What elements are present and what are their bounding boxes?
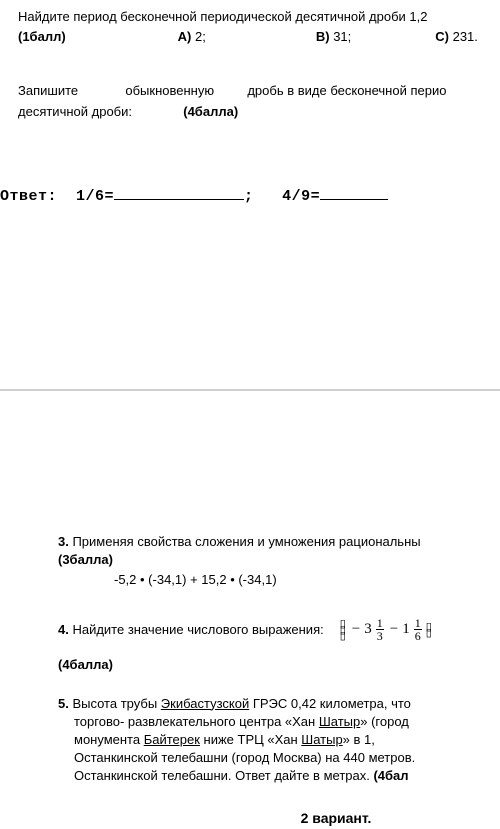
whole-2: 1 [402,619,410,640]
answer-blank-1 [114,185,244,200]
q1-option-b: В) 31; [316,28,351,46]
q4-line: 4. Найдите значение числового выражения:… [58,617,494,642]
q1-answers-row: (1балл) А) 2; В) 31; С) 231. [18,28,494,46]
q5-t2b: » (город [360,714,409,729]
question-1: Найдите период бесконечной периодической… [0,8,500,46]
q5-line4: Останкинской телебашни (город Москва) на… [58,749,494,767]
whole-1: 3 [364,619,372,640]
q2-w2: обыкновенную [125,83,214,98]
answer-blank-2 [320,185,388,200]
q3-num: 3. [58,534,69,549]
q1-optA-label: А) [178,29,192,44]
q3-text: Применяя свойства сложения и умножения р… [69,534,421,549]
q5-line2: торгово- развлекательного центра «Хан Ша… [58,713,494,731]
q2-line1: Запишите обыкновенную дробь в виде беско… [18,82,494,100]
mixed-fraction-1: 3 1 3 [364,617,386,642]
num-1: 1 [376,617,384,629]
question-5: 5. Высота трубы Экибастузской ГРЭС 0,42 … [58,695,494,786]
document-page: Найдите период бесконечной периодической… [0,0,500,829]
q1-optC-label: С) [435,29,449,44]
q3-expression: -5,2 • (-34,1) + 15,2 • (-34,1) [58,571,494,589]
q5-u1: Экибастузской [161,696,249,711]
q5-line5: Останкинской телебашни. Ответ дайте в ме… [58,767,494,785]
bracket-icon: ▯▯▯ [340,621,346,639]
q3-line: 3. Применяя свойства сложения и умножени… [58,533,494,551]
q5-t2a: торгово- развлекательного центра «Хан [74,714,319,729]
q1-optA-val: 2; [191,29,205,44]
q4-points: (4балла) [58,656,494,674]
question-3: 3. Применяя свойства сложения и умножени… [58,533,494,590]
q1-option-c: С) 231. [435,28,478,46]
bracket-icon: ▯▯ [426,624,432,636]
q1-optC-val: 231. [449,29,478,44]
q5-t3b: ниже ТРЦ «Хан [200,732,301,747]
q1-optB-label: В) [316,29,330,44]
lower-section: 3. Применяя свойства сложения и умножени… [0,533,500,829]
q5-line3: монумента Байтерек ниже ТРЦ «Хан Шатыр» … [58,731,494,749]
q1-prompt: Найдите период бесконечной периодической… [18,8,494,26]
variant-label: 2 вариант. [58,809,494,829]
q5-t5a: Останкинской телебашни. Ответ дайте в ме… [74,768,373,783]
fraction-2: 1 6 [414,617,422,642]
answer-sep: ; [244,188,254,205]
fraction-1: 1 3 [376,617,384,642]
question-2: Запишите обыкновенную дробь в виде беско… [0,46,500,120]
q2-line2: десятичной дроби: (4балла) [18,103,494,121]
q1-optB-val: 31; [330,29,352,44]
page-divider [0,389,500,391]
q5-num: 5. [58,696,69,711]
q5-t1a: Высота трубы [69,696,161,711]
q5-t3a: монумента [74,732,144,747]
q4-text: Найдите значение числового выражения: [69,622,324,637]
q5-t1b: ГРЭС 0,42 километра, что [249,696,411,711]
q1-option-a: А) 2; [178,28,206,46]
q4-expression: ▯▯▯ − 3 1 3 − 1 1 6 [338,617,434,642]
q3-points: (3балла) [58,551,494,569]
answer-row: Ответ: 1/6=; 4/9= [0,121,500,207]
den-1: 3 [376,629,384,642]
q5-u2: Шатыр [319,714,360,729]
q2-w3: дробь в виде бесконечной перио [247,83,446,98]
q2-points: (4балла) [183,104,238,119]
answer-label: Ответ: [0,188,57,205]
q4-prompt: 4. Найдите значение числового выражения: [58,621,324,639]
minus-sign: − [352,619,360,640]
q1-points: (1балл) [18,28,66,46]
q5-line1: 5. Высота трубы Экибастузской ГРЭС 0,42 … [58,695,494,713]
q5-t3c: » в 1, [343,732,375,747]
q5-u3: Байтерек [144,732,200,747]
num-2: 1 [414,617,422,629]
q5-u4: Шатыр [301,732,342,747]
q4-num: 4. [58,622,69,637]
q5-points: (4бал [373,768,408,783]
minus-sign: − [390,619,398,640]
question-4: 4. Найдите значение числового выражения:… [58,617,494,674]
den-2: 6 [414,629,422,642]
answer-part2: 4/9= [282,188,320,205]
mixed-fraction-2: 1 1 6 [402,617,424,642]
q2-w1: Запишите [18,83,78,98]
answer-part1: 1/6= [76,188,114,205]
q2-w4: десятичной дроби: [18,104,132,119]
